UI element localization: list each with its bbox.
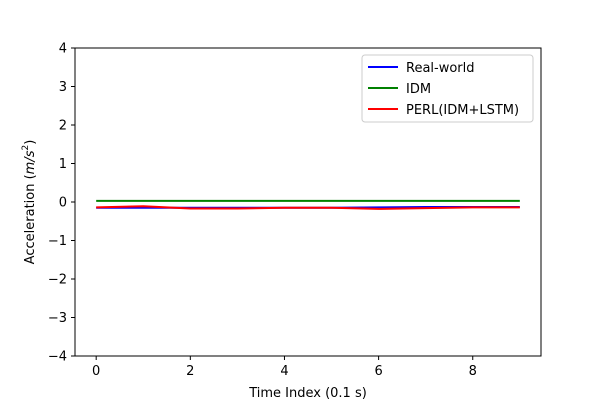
y-tick-label: 1 — [59, 157, 67, 172]
y-tick-label: 4 — [59, 42, 67, 57]
x-tick-label: 0 — [92, 364, 100, 379]
legend: Real-world IDM PERL(IDM+LSTM) — [361, 54, 534, 123]
legend-label-perl: PERL(IDM+LSTM) — [406, 103, 519, 118]
y-tick-label: −3 — [48, 311, 67, 326]
x-tick-label: 6 — [374, 364, 382, 379]
x-tick-label: 2 — [186, 364, 194, 379]
series-lines — [96, 199, 520, 210]
y-tick-label: 2 — [59, 119, 67, 134]
y-tick-label: 0 — [59, 196, 67, 211]
y-tick-label: 3 — [59, 80, 67, 95]
x-axis-label: Time Index (0.1 s) — [248, 386, 367, 400]
legend-label-idm: IDM — [406, 82, 431, 97]
x-tick-label: 4 — [280, 364, 288, 379]
x-tick-label: 8 — [469, 364, 477, 379]
y-tick-label: −4 — [48, 350, 67, 365]
y-tick-label: −1 — [48, 234, 67, 249]
series-line-perl — [96, 205, 520, 210]
y-axis-label: Acceleration (m/s2) — [21, 140, 38, 265]
y-axis-ticks: −4 −3 −2 −1 0 1 2 3 4 — [48, 42, 75, 365]
y-tick-label: −2 — [48, 273, 67, 288]
legend-box — [361, 54, 534, 123]
legend-label-real-world: Real-world — [406, 61, 475, 76]
x-axis-ticks: 0 2 4 6 8 — [92, 356, 477, 379]
